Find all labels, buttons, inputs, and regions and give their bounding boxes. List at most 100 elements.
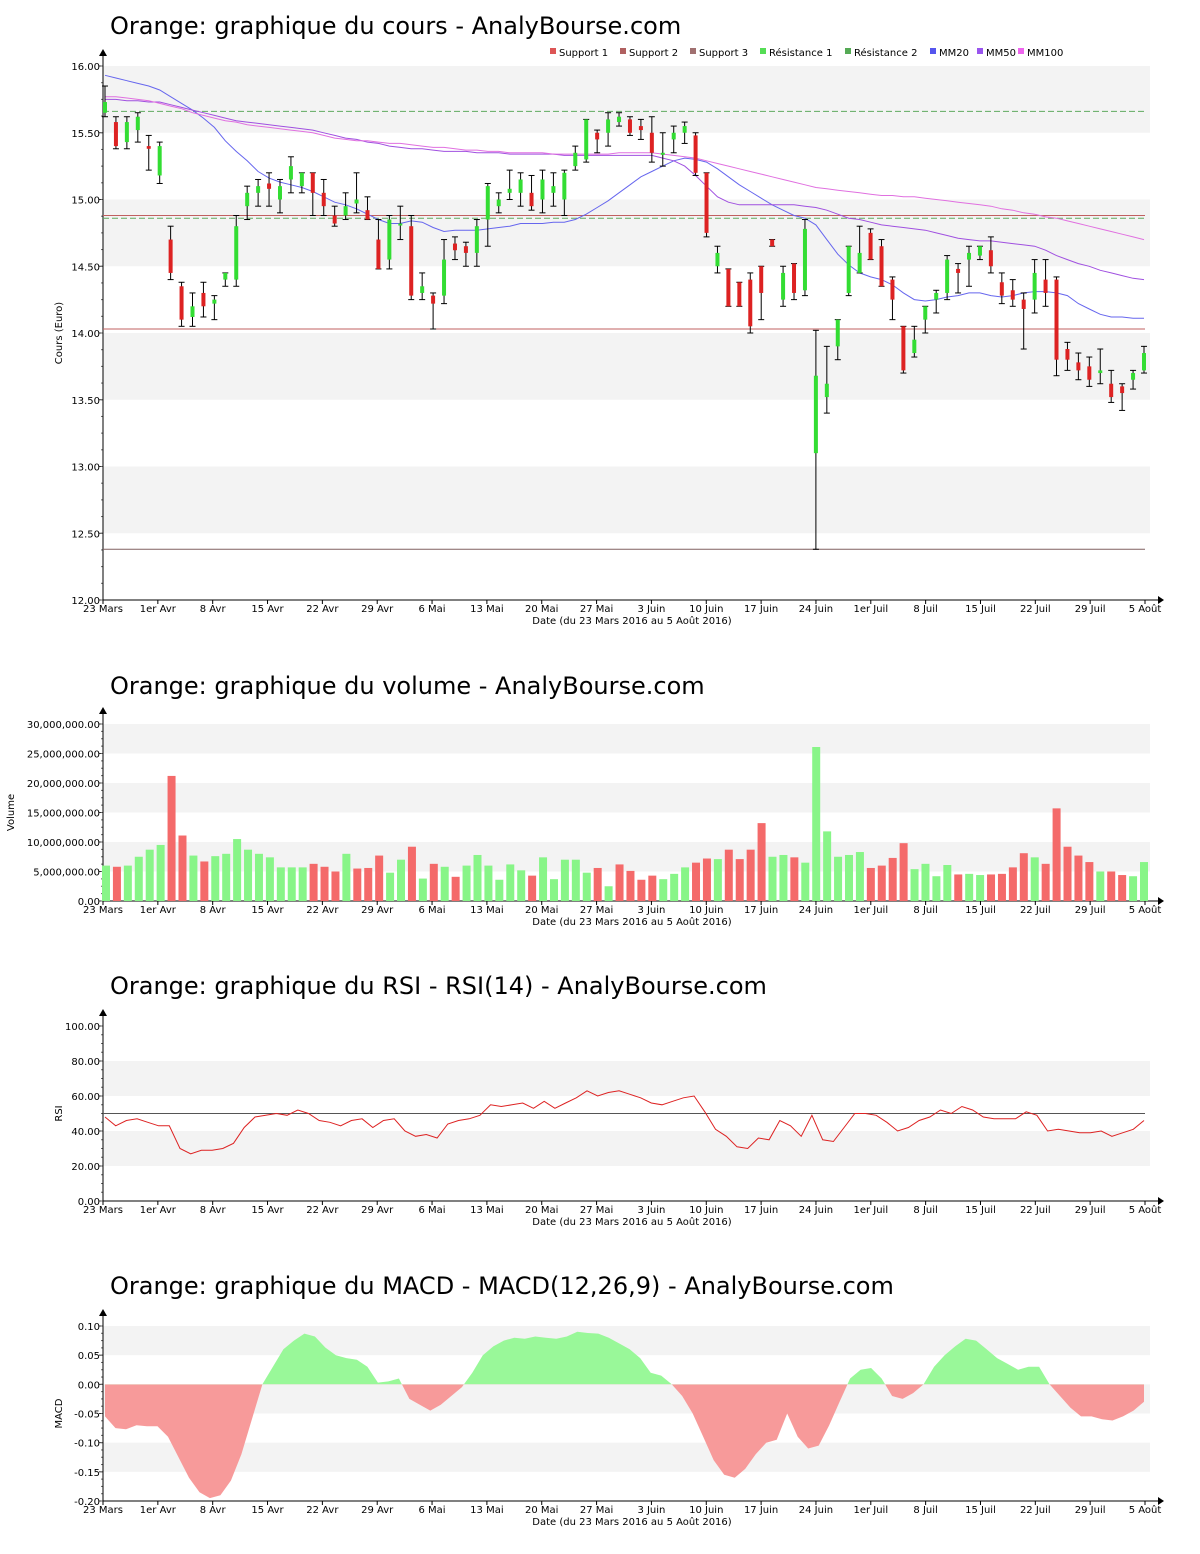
volume-bar bbox=[528, 875, 537, 901]
x-tick-label: 8 Avr bbox=[200, 905, 227, 916]
x-tick-label: 23 Mars bbox=[83, 1205, 123, 1216]
candle bbox=[595, 132, 600, 140]
y-tick-label: 60.00 bbox=[71, 1092, 100, 1103]
volume-bar bbox=[386, 872, 395, 901]
macd-chart: Orange: graphique du MACD - MACD(12,26,9… bbox=[54, 1272, 1164, 1528]
x-tick-label: 15 Juil bbox=[965, 1205, 996, 1216]
candle bbox=[945, 259, 950, 293]
x-tick-label: 15 Juil bbox=[965, 905, 996, 916]
x-tick-label: 13 Mai bbox=[470, 604, 503, 615]
candle bbox=[234, 226, 239, 280]
x-axis-title: Date (du 23 Mars 2016 au 5 Août 2016) bbox=[532, 615, 731, 627]
candle bbox=[376, 239, 381, 269]
x-tick-label: 1er Avr bbox=[140, 1505, 177, 1516]
y-tick-label: 5,000,000.00 bbox=[33, 868, 100, 879]
macd-negative-area bbox=[105, 1384, 1144, 1499]
volume-bar bbox=[659, 879, 668, 901]
y-tick-label: 40.00 bbox=[71, 1127, 100, 1138]
y-axis-label: Volume bbox=[6, 794, 17, 831]
volume-bar bbox=[823, 831, 832, 901]
candle bbox=[1065, 349, 1070, 360]
volume-bar bbox=[735, 859, 744, 901]
volume-bar bbox=[812, 747, 821, 901]
volume-bar bbox=[473, 854, 482, 901]
volume-bar bbox=[1019, 853, 1028, 901]
candle bbox=[256, 186, 261, 193]
candle bbox=[1087, 366, 1092, 380]
x-tick-label: 22 Juil bbox=[1020, 905, 1051, 916]
candle bbox=[124, 122, 129, 143]
candle bbox=[901, 326, 906, 371]
x-tick-label: 8 Juil bbox=[913, 604, 937, 615]
x-tick-label: 17 Juin bbox=[744, 1505, 778, 1516]
y-tick-label: 13.00 bbox=[71, 463, 100, 474]
volume-bar bbox=[167, 775, 176, 901]
x-tick-label: 15 Avr bbox=[251, 905, 284, 916]
candle bbox=[442, 259, 447, 296]
x-tick-label: 13 Mai bbox=[470, 905, 503, 916]
grid-band bbox=[103, 1384, 1150, 1414]
candle bbox=[409, 226, 414, 296]
y-tick-label: 10,000,000.00 bbox=[27, 838, 100, 849]
y-axis-label: RSI bbox=[54, 1105, 65, 1121]
x-axis-arrow bbox=[1158, 1197, 1164, 1205]
candle bbox=[201, 292, 206, 307]
candle bbox=[398, 223, 403, 226]
x-tick-label: 22 Avr bbox=[306, 1505, 339, 1516]
volume-bar bbox=[539, 857, 548, 901]
candle bbox=[1109, 383, 1114, 398]
candle bbox=[977, 246, 982, 256]
x-tick-label: 1er Avr bbox=[140, 604, 177, 615]
volume-bar bbox=[670, 873, 679, 901]
candle bbox=[857, 252, 862, 273]
volume-bar bbox=[746, 849, 755, 901]
legend-label: MM50 bbox=[986, 48, 1016, 59]
x-axis-arrow bbox=[1158, 1497, 1164, 1505]
x-axis-title: Date (du 23 Mars 2016 au 5 Août 2016) bbox=[532, 1216, 731, 1228]
y-tick-label: 14.50 bbox=[71, 262, 100, 273]
candle bbox=[551, 186, 556, 193]
y-axis-arrow bbox=[99, 707, 107, 714]
x-tick-label: 29 Avr bbox=[361, 905, 394, 916]
volume-bar bbox=[418, 878, 427, 901]
price-chart: Orange: graphique du cours - AnalyBourse… bbox=[54, 12, 1164, 627]
candle bbox=[332, 215, 337, 224]
candle bbox=[999, 282, 1004, 296]
candle bbox=[715, 252, 720, 267]
x-tick-label: 8 Juil bbox=[913, 1505, 937, 1516]
candle bbox=[267, 183, 272, 189]
volume-bar bbox=[287, 867, 296, 901]
grid-band bbox=[103, 1442, 1150, 1472]
candle bbox=[431, 295, 436, 304]
candle bbox=[1120, 386, 1125, 394]
x-tick-label: 5 Août bbox=[1129, 904, 1162, 916]
volume-bar bbox=[1129, 876, 1138, 901]
candle bbox=[956, 268, 961, 273]
y-tick-label: 0.00 bbox=[78, 897, 100, 908]
y-tick-label: -0.05 bbox=[74, 1410, 100, 1421]
x-tick-label: 29 Juil bbox=[1075, 1505, 1106, 1516]
x-tick-label: 20 Mai bbox=[525, 1505, 558, 1516]
x-tick-label: 6 Mai bbox=[419, 604, 446, 615]
volume-title: Orange: graphique du volume - AnalyBours… bbox=[110, 672, 705, 700]
volume-bar bbox=[178, 835, 187, 901]
volume-bar bbox=[1096, 871, 1105, 901]
y-tick-label: 16.00 bbox=[71, 62, 100, 73]
mm100-line bbox=[105, 96, 1145, 241]
candle bbox=[496, 199, 501, 207]
candle bbox=[890, 279, 895, 300]
candle bbox=[770, 239, 775, 247]
candle bbox=[420, 286, 425, 293]
y-tick-label: 0.10 bbox=[78, 1322, 100, 1333]
candle bbox=[365, 210, 370, 220]
candle bbox=[1021, 299, 1026, 309]
x-tick-label: 29 Juil bbox=[1075, 905, 1106, 916]
legend-swatch bbox=[930, 48, 936, 54]
legend-swatch bbox=[760, 48, 766, 54]
x-tick-label: 8 Avr bbox=[200, 1205, 227, 1216]
volume-bar bbox=[855, 852, 864, 901]
y-axis-arrow bbox=[99, 49, 107, 56]
price-title: Orange: graphique du cours - AnalyBourse… bbox=[110, 12, 681, 40]
y-tick-label: 20,000,000.00 bbox=[27, 779, 100, 790]
volume-bar bbox=[724, 849, 733, 901]
